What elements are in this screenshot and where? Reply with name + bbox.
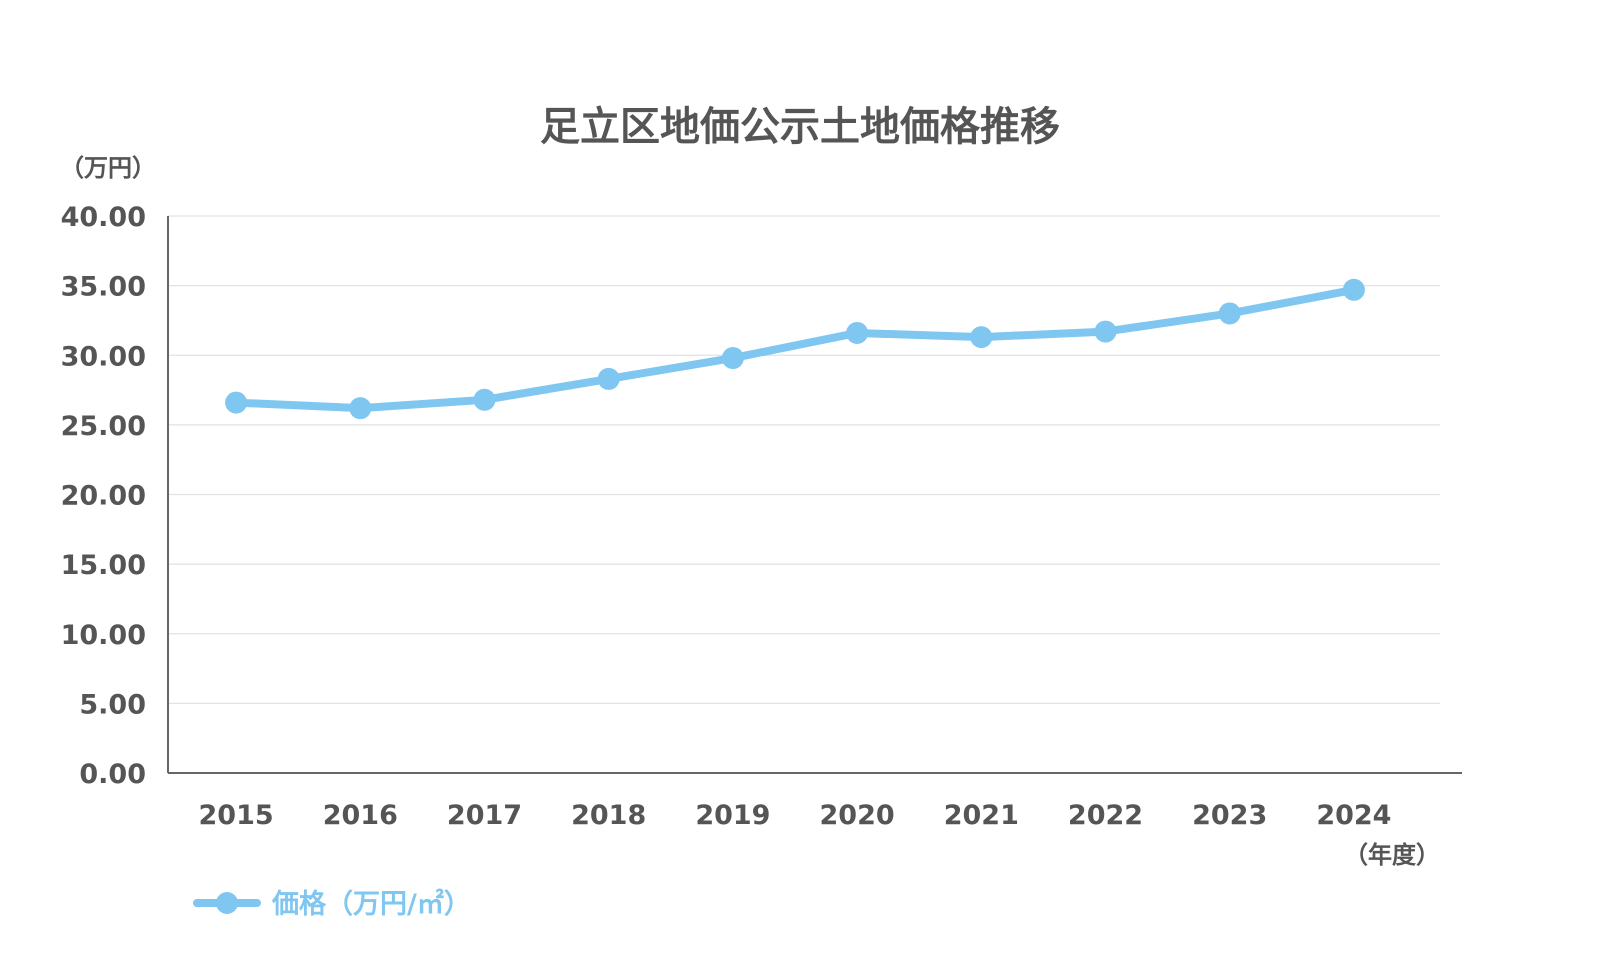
x-tick-label: 2017 xyxy=(447,800,522,831)
y-tick-label: 15.00 xyxy=(61,550,146,581)
axes xyxy=(167,216,1462,774)
data-point xyxy=(1094,320,1117,343)
series-group xyxy=(225,278,1365,420)
data-point xyxy=(970,326,993,349)
data-point xyxy=(1218,302,1241,325)
data-point xyxy=(721,347,744,370)
y-axis-unit-label: （万円） xyxy=(60,154,156,182)
x-tick-label: 2021 xyxy=(944,800,1019,831)
data-point xyxy=(846,321,869,344)
x-axis-unit-label: （年度） xyxy=(1344,841,1440,869)
chart-title: 足立区地価公示土地価格推移 xyxy=(540,104,1060,150)
legend: 価格（万円/㎡） xyxy=(193,888,471,920)
y-tick-label: 30.00 xyxy=(61,341,146,372)
legend-label: 価格（万円/㎡） xyxy=(271,888,471,920)
x-tick-label: 2020 xyxy=(820,800,895,831)
data-point xyxy=(349,397,372,420)
x-tick-label: 2015 xyxy=(199,800,274,831)
x-tick-label: 2016 xyxy=(323,800,398,831)
x-tick-label: 2024 xyxy=(1316,800,1391,831)
y-tick-label: 20.00 xyxy=(61,481,146,512)
data-point xyxy=(473,388,496,411)
gridlines xyxy=(168,215,1440,704)
x-tick-label: 2019 xyxy=(695,800,770,831)
y-tick-label: 0.00 xyxy=(79,759,146,790)
data-point xyxy=(225,391,248,414)
x-tick-labels: 2015 2016 2017 2018 2019 2020 2021 2022 2023 2024 xyxy=(199,800,1392,831)
y-tick-label: 5.00 xyxy=(79,689,146,720)
x-tick-label: 2018 xyxy=(571,800,646,831)
y-tick-label: 10.00 xyxy=(61,620,146,651)
series-line xyxy=(232,285,1358,413)
data-point xyxy=(1342,278,1365,301)
y-tick-label: 25.00 xyxy=(61,411,146,442)
x-tick-label: 2023 xyxy=(1192,800,1267,831)
legend-marker-swatch xyxy=(216,892,238,914)
data-point xyxy=(597,367,620,390)
x-tick-label: 2022 xyxy=(1068,800,1143,831)
y-tick-labels: 0.00 5.00 10.00 15.00 20.00 25.00 30.00 35.00 40… xyxy=(61,202,146,790)
y-tick-label: 40.00 xyxy=(61,202,146,233)
y-tick-label: 35.00 xyxy=(61,272,146,303)
